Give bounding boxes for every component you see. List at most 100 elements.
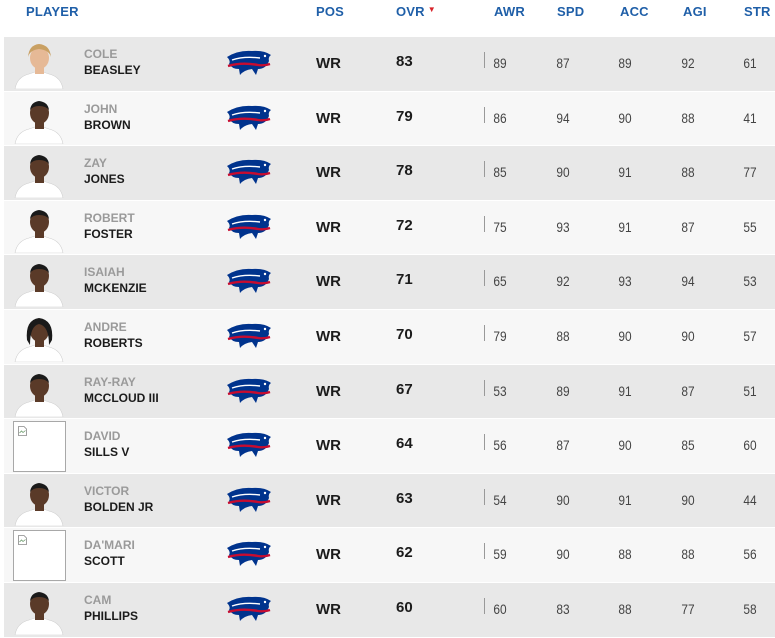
stat-acc: 88 <box>618 546 632 563</box>
buffalo-bills-logo-icon <box>224 156 274 188</box>
player-first-name[interactable]: COLE <box>84 47 118 61</box>
player-overall: 60 <box>396 598 413 616</box>
buffalo-bills-logo-icon <box>224 593 274 625</box>
stat-str: 57 <box>743 327 757 344</box>
table-row[interactable]: ROBERT FOSTER WR 72 75 93 91 87 55 <box>4 200 775 256</box>
buffalo-bills-logo-icon <box>224 484 274 516</box>
awr-divider <box>484 106 485 123</box>
table-row[interactable]: ANDRE ROBERTS WR 70 79 88 90 90 57 <box>4 309 775 365</box>
col-header-str[interactable]: STR <box>744 4 771 19</box>
player-overall: 62 <box>396 544 413 562</box>
player-position: WR <box>316 164 341 182</box>
buffalo-bills-logo-icon <box>224 320 274 352</box>
col-header-awr[interactable]: AWR <box>494 4 525 19</box>
player-first-name[interactable]: VICTOR <box>84 483 130 498</box>
col-header-ovr-label: OVR <box>396 4 425 19</box>
stat-awr: 65 <box>493 273 507 290</box>
stat-agi: 87 <box>681 382 695 399</box>
col-header-player[interactable]: PLAYER <box>26 4 79 19</box>
player-last-name[interactable]: ROBERTS <box>84 335 143 350</box>
player-last-name[interactable]: BOLDEN JR <box>84 499 154 514</box>
player-headshot <box>13 257 65 308</box>
player-position: WR <box>316 273 341 291</box>
col-header-agi[interactable]: AGI <box>683 4 707 19</box>
stat-str: 61 <box>743 55 757 71</box>
player-position: WR <box>316 491 341 509</box>
player-position: WR <box>316 600 341 618</box>
table-row[interactable]: COLE BEASLEY WR 83 89 87 89 92 61 <box>4 37 775 92</box>
player-position: WR <box>316 382 341 400</box>
stat-acc: 88 <box>618 600 632 617</box>
stat-str: 51 <box>743 382 757 399</box>
player-first-name[interactable]: ANDRE <box>84 319 127 334</box>
table-row[interactable]: RAY-RAY MCCLOUD III WR 67 53 89 91 87 51 <box>4 364 775 420</box>
awr-divider <box>484 270 485 287</box>
player-last-name[interactable]: SCOTT <box>84 554 125 569</box>
stat-acc: 90 <box>618 109 632 126</box>
buffalo-bills-logo-icon <box>224 429 274 461</box>
player-headshot <box>13 203 65 253</box>
stat-awr: 53 <box>493 382 507 399</box>
player-first-name[interactable]: RAY-RAY <box>84 374 136 389</box>
player-last-name[interactable]: JONES <box>84 172 125 187</box>
player-headshot <box>13 585 65 635</box>
player-overall: 83 <box>396 53 413 70</box>
col-header-pos[interactable]: POS <box>316 4 345 19</box>
player-first-name[interactable]: DA'MARI <box>84 538 135 553</box>
broken-image-icon <box>13 530 66 582</box>
player-overall: 79 <box>396 107 413 125</box>
player-headshot <box>13 312 65 362</box>
player-headshot <box>13 39 65 89</box>
table-row[interactable]: VICTOR BOLDEN JR WR 63 54 90 91 90 44 <box>4 473 775 529</box>
table-row[interactable]: DA'MARI SCOTT WR 62 59 90 88 88 56 <box>4 528 775 583</box>
player-last-name[interactable]: FOSTER <box>84 226 133 241</box>
table-header: PLAYER POS OVR ▼ AWR SPD ACC AGI STR <box>0 0 775 26</box>
player-last-name[interactable]: BROWN <box>84 117 131 132</box>
player-last-name[interactable]: PHILLIPS <box>84 608 139 623</box>
buffalo-bills-logo-icon <box>224 265 274 297</box>
stat-spd: 87 <box>556 437 570 454</box>
stat-awr: 86 <box>493 109 507 126</box>
player-first-name[interactable]: ZAY <box>84 156 107 171</box>
stat-awr: 60 <box>493 600 507 617</box>
stat-spd: 93 <box>556 218 570 235</box>
awr-divider <box>484 488 485 505</box>
stat-str: 77 <box>743 164 757 181</box>
player-overall: 70 <box>396 325 413 343</box>
player-first-name[interactable]: DAVID <box>84 429 121 444</box>
table-row[interactable]: JOHN BROWN WR 79 86 94 90 88 41 <box>4 91 775 147</box>
awr-divider <box>484 434 485 451</box>
player-first-name[interactable]: ROBERT <box>84 210 135 225</box>
awr-divider <box>484 215 485 232</box>
player-overall: 78 <box>396 162 413 180</box>
player-position: WR <box>316 55 341 72</box>
stat-acc: 91 <box>618 382 632 399</box>
player-last-name[interactable]: MCCLOUD III <box>84 390 159 405</box>
col-header-acc[interactable]: ACC <box>620 4 649 19</box>
table-row[interactable]: ZAY JONES WR 78 85 90 91 88 77 <box>4 146 775 201</box>
player-headshot <box>13 94 65 144</box>
col-header-spd[interactable]: SPD <box>557 4 585 19</box>
stat-spd: 90 <box>556 546 570 563</box>
player-last-name[interactable]: MCKENZIE <box>84 281 147 296</box>
stat-agi: 94 <box>681 273 695 290</box>
stat-awr: 75 <box>493 218 507 235</box>
table-row[interactable]: ISAIAH MCKENZIE WR 71 65 92 93 94 53 <box>4 255 775 310</box>
awr-divider <box>484 324 485 341</box>
stat-agi: 85 <box>681 437 695 454</box>
stat-str: 55 <box>743 218 757 235</box>
table-row[interactable]: CAM PHILLIPS WR 60 60 83 88 77 58 <box>4 582 775 638</box>
player-last-name[interactable]: SILLS V <box>84 445 130 460</box>
player-first-name[interactable]: JOHN <box>84 101 118 116</box>
player-first-name[interactable]: ISAIAH <box>84 265 125 280</box>
stat-agi: 88 <box>681 109 695 126</box>
stat-awr: 54 <box>493 491 507 508</box>
buffalo-bills-logo-icon <box>224 375 274 407</box>
buffalo-bills-logo-icon <box>224 211 274 243</box>
player-overall: 71 <box>396 271 413 289</box>
table-row[interactable]: DAVID SILLS V WR 64 56 87 90 85 60 <box>4 419 775 474</box>
player-last-name[interactable]: BEASLEY <box>84 63 141 77</box>
col-header-ovr[interactable]: OVR ▼ <box>396 4 436 19</box>
stat-awr: 56 <box>493 437 507 454</box>
player-first-name[interactable]: CAM <box>84 592 112 607</box>
